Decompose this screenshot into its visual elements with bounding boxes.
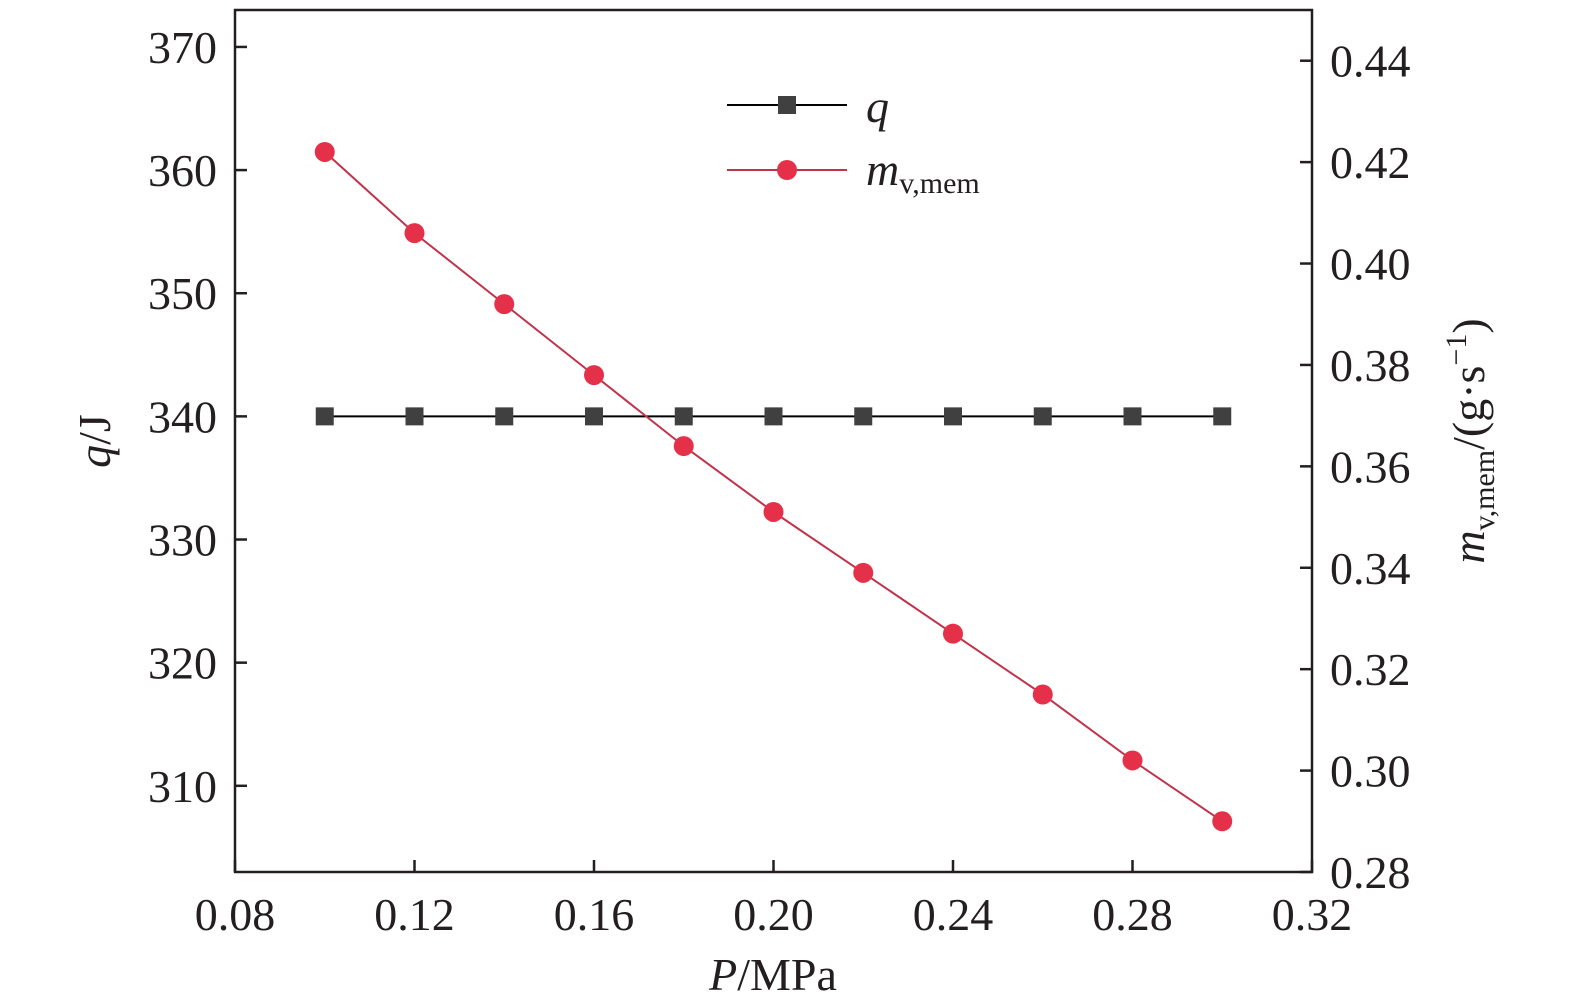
legend-item-q: q	[727, 81, 889, 132]
left-tick-label-2: 330	[148, 515, 217, 566]
x-axis-title: P/MPa	[708, 949, 837, 1000]
mvmem-point-10	[1212, 811, 1233, 832]
right-tick-label-7: 0.42	[1330, 137, 1411, 188]
mvmem-point-9	[1122, 750, 1143, 771]
right-tick-label-5: 0.38	[1330, 340, 1411, 391]
q-point-4	[674, 407, 693, 426]
q-point-10	[1213, 407, 1232, 426]
mvmem-point-3	[584, 365, 604, 386]
legend-label-q: q	[866, 81, 889, 132]
left-tick-label-4: 350	[148, 268, 217, 319]
mvmem-point-2	[494, 294, 515, 315]
right-tick-label-4: 0.36	[1330, 441, 1411, 492]
mvmem-point-5	[763, 501, 784, 522]
q-point-5	[764, 407, 783, 426]
q-point-6	[854, 407, 873, 426]
right-axis-ticks: 0.28 0.30 0.32 0.34 0.36 0.38 0.40 0.42 0.44	[1300, 36, 1411, 898]
right-tick-label-0: 0.28	[1330, 847, 1411, 898]
q-point-1	[405, 407, 424, 426]
legend-item-mvmem: mv,mem	[727, 144, 980, 200]
q-point-2	[495, 407, 514, 426]
right-tick-label-2: 0.32	[1330, 644, 1411, 695]
left-axis-ticks: 310 320 330 340 350 360 370	[148, 22, 247, 812]
series-layer	[314, 141, 1233, 832]
x-tick-label-4: 0.24	[913, 889, 994, 940]
plot-frame	[233, 8, 1314, 874]
mvmem-point-1	[404, 223, 425, 244]
right-axis-title: mv,mem/(g·s−1)	[1440, 318, 1501, 563]
legend-circle-marker	[777, 160, 797, 180]
q-point-0	[315, 407, 334, 426]
left-tick-label-5: 360	[148, 145, 217, 196]
legend: q mv,mem	[727, 81, 980, 200]
right-tick-label-8: 0.44	[1330, 36, 1411, 87]
mvmem-point-8	[1032, 684, 1053, 705]
x-tick-label-6: 0.32	[1272, 889, 1353, 940]
series-line-1	[324, 151, 1223, 823]
x-tick-label-0: 0.08	[195, 889, 276, 940]
x-tick-label-5: 0.28	[1092, 889, 1173, 940]
right-tick-label-1: 0.30	[1330, 746, 1411, 797]
mvmem-point-6	[853, 562, 874, 583]
left-tick-label-1: 320	[148, 638, 217, 689]
mvmem-point-4	[673, 436, 694, 457]
x-tick-label-2: 0.16	[554, 889, 635, 940]
left-axis-title: q/J	[69, 414, 120, 468]
right-tick-label-6: 0.40	[1330, 239, 1411, 290]
q-point-8	[1033, 407, 1052, 426]
x-axis-ticks: 0.08 0.12 0.16 0.20 0.24 0.28 0.32	[195, 860, 1353, 940]
left-tick-label-6: 370	[148, 22, 217, 73]
mvmem-point-7	[943, 623, 963, 644]
right-tick-label-3: 0.34	[1330, 543, 1411, 594]
q-point-7	[944, 407, 962, 426]
mvmem-point-0	[314, 141, 335, 162]
q-point-9	[1123, 407, 1142, 426]
q-point-3	[585, 407, 603, 426]
x-tick-label-1: 0.12	[374, 889, 455, 940]
left-tick-label-3: 340	[148, 391, 217, 442]
left-tick-label-0: 310	[148, 761, 217, 812]
legend-label-mvmem: mv,mem	[866, 144, 980, 200]
legend-square-marker	[778, 96, 796, 114]
x-tick-label-3: 0.20	[733, 889, 814, 940]
